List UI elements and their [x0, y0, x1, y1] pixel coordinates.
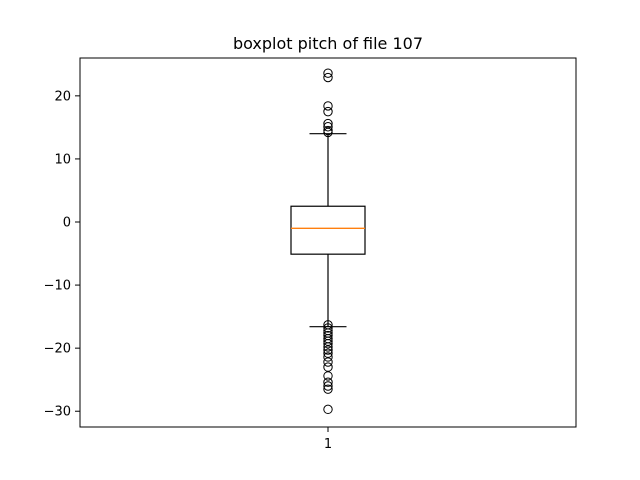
outlier-point-22	[323, 371, 333, 381]
outlier-point-23	[323, 377, 333, 387]
outlier-point-5	[323, 122, 333, 132]
outlier-point-3	[323, 106, 333, 117]
outlier-point-2	[323, 101, 333, 111]
y-tick-label-4: 10	[54, 152, 71, 167]
y-tick-label-5: 20	[54, 89, 71, 104]
box-iqr	[290, 205, 366, 255]
outlier-point-17	[323, 345, 333, 355]
x-tick-label-0: 1	[324, 437, 332, 452]
outlier-point-21	[323, 362, 333, 372]
outlier-point-26	[323, 404, 333, 415]
y-tick-label-3: 0	[63, 216, 71, 231]
y-tick-label-2: −10	[44, 279, 71, 294]
outlier-point-16	[323, 342, 333, 352]
axes-frame	[79, 57, 577, 428]
outlier-point-15	[323, 339, 333, 349]
outlier-point-1	[323, 72, 333, 83]
outlier-point-9	[323, 323, 333, 333]
outlier-point-0	[323, 68, 333, 78]
outlier-point-19	[323, 352, 333, 362]
outlier-point-24	[323, 381, 333, 391]
outlier-point-25	[323, 384, 333, 394]
y-tick-label-0: −30	[44, 405, 71, 420]
plot-area: −30 −20 −10 0 10 20 1	[44, 57, 577, 452]
outlier-point-7	[323, 127, 333, 138]
chart-title: boxplot pitch of file 107	[233, 34, 423, 53]
y-tick-label-1: −20	[44, 342, 71, 357]
outlier-point-20	[323, 357, 333, 367]
